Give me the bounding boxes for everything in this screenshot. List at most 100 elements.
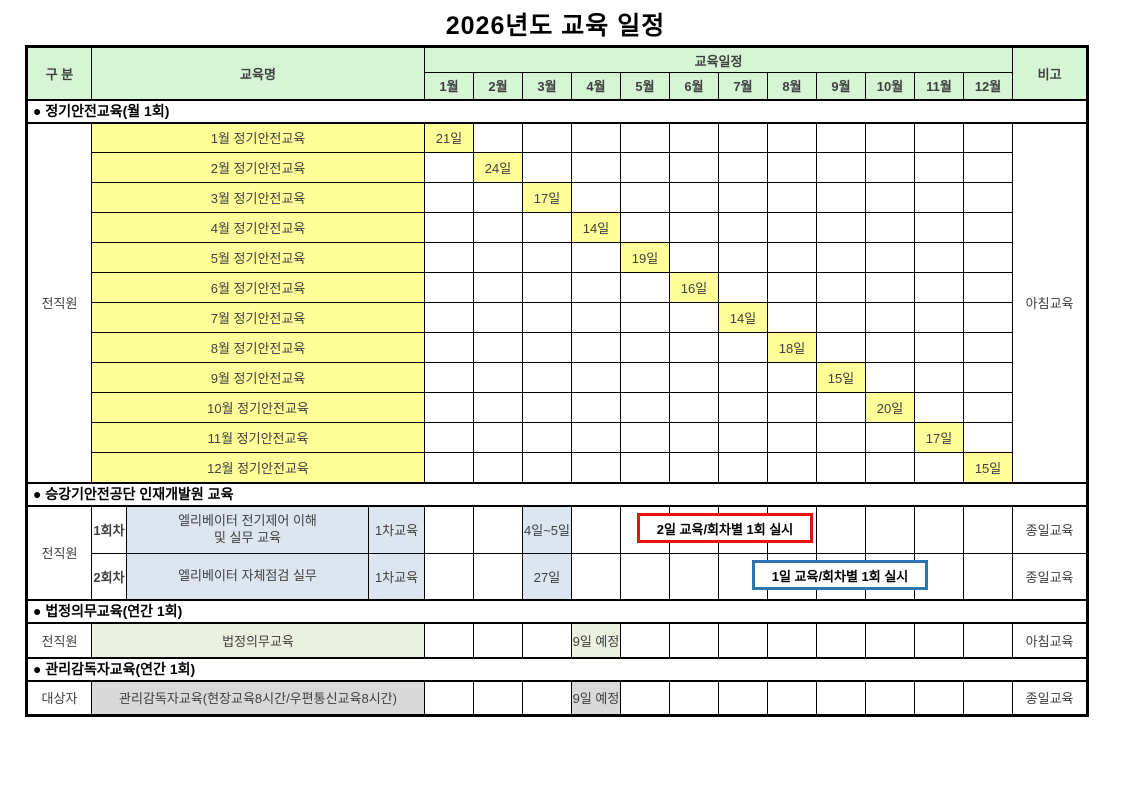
month-cell [718, 452, 768, 483]
month-cell [962, 362, 1014, 393]
month-cell [865, 302, 915, 333]
month-cell: 15일 [816, 362, 866, 393]
month-cell [620, 362, 670, 393]
month-cell [424, 452, 474, 483]
month-cell [914, 452, 964, 483]
month-cell: 17일 [522, 182, 572, 213]
month-cell [767, 272, 817, 303]
month-cell [522, 332, 572, 363]
month-cell [767, 152, 817, 183]
month-cell [962, 302, 1014, 333]
month-cell [473, 272, 523, 303]
section-title: ● 정기안전교육(월 1회) [25, 98, 1089, 124]
month-cell [767, 122, 817, 153]
month-cell [816, 422, 866, 453]
month-cell [424, 505, 474, 554]
month-cell [962, 680, 1014, 716]
month-cell: 24일 [473, 152, 523, 183]
month-header: 1월 [424, 72, 474, 101]
month-cell [424, 422, 474, 453]
month-cell [620, 152, 670, 183]
month-cell [620, 422, 670, 453]
remark-cell: 아침교육 [1012, 122, 1089, 483]
month-cell [669, 553, 719, 600]
month-cell [473, 422, 523, 453]
month-cell [522, 362, 572, 393]
course-name-cell: 관리감독자교육(현장교육8시간/우편통신교육8시간) [91, 680, 425, 716]
month-cell [914, 392, 964, 423]
month-cell [571, 302, 621, 333]
month-cell [962, 152, 1014, 183]
month-cell [718, 182, 768, 213]
month-cell [522, 272, 572, 303]
red-note-box: 2일 교육/회차별 1회 실시 [637, 513, 813, 543]
month-cell [914, 622, 964, 658]
month-cell [620, 122, 670, 153]
month-cell [571, 392, 621, 423]
remark-cell: 아침교육 [1012, 622, 1089, 658]
month-header: 12월 [962, 72, 1014, 101]
month-cell [816, 505, 866, 554]
month-cell [669, 392, 719, 423]
month-cell [571, 505, 621, 554]
month-cell [718, 622, 768, 658]
month-cell [865, 505, 915, 554]
month-cell [718, 392, 768, 423]
month-cell [424, 553, 474, 600]
month-cell [816, 122, 866, 153]
month-cell [669, 302, 719, 333]
month-cell [718, 332, 768, 363]
month-cell [914, 152, 964, 183]
month-cell [962, 122, 1014, 153]
month-cell [914, 212, 964, 243]
month-cell [424, 272, 474, 303]
month-cell [424, 212, 474, 243]
page-title: 2026년도 교육 일정 [445, 12, 666, 40]
month-cell [718, 242, 768, 273]
month-cell [914, 242, 964, 273]
month-cell [865, 152, 915, 183]
month-cell [816, 452, 866, 483]
month-header: 9월 [816, 72, 866, 101]
course-name-cell: 법정의무교육 [91, 622, 425, 658]
course-name-cell: 10월 정기안전교육 [91, 392, 425, 423]
month-cell [522, 212, 572, 243]
month-cell [473, 302, 523, 333]
month-cell [473, 122, 523, 153]
month-cell [473, 242, 523, 273]
month-cell [816, 272, 866, 303]
month-cell [865, 182, 915, 213]
month-cell [865, 332, 915, 363]
month-cell [620, 272, 670, 303]
month-cell [522, 302, 572, 333]
month-cell [424, 182, 474, 213]
month-cell [473, 392, 523, 423]
month-cell [522, 122, 572, 153]
month-cell [962, 422, 1014, 453]
month-header: 2월 [473, 72, 523, 101]
month-cell [962, 392, 1014, 423]
month-cell: 9일 예정 [571, 622, 621, 658]
month-cell [571, 122, 621, 153]
month-cell [816, 332, 866, 363]
month-cell [620, 302, 670, 333]
month-cell [767, 422, 817, 453]
month-cell [669, 242, 719, 273]
month-cell [669, 212, 719, 243]
header-course-name: 교육명 [91, 46, 425, 100]
month-cell [816, 212, 866, 243]
month-cell [424, 680, 474, 716]
month-header: 5월 [620, 72, 670, 101]
section-title: ● 승강기안전공단 인재개발원 교육 [25, 481, 1089, 507]
month-cell [962, 212, 1014, 243]
month-cell [962, 505, 1014, 554]
remark-cell: 종일교육 [1012, 505, 1089, 554]
course-name-cell: 12월 정기안전교육 [91, 452, 425, 483]
month-header: 8월 [767, 72, 817, 101]
month-cell [865, 622, 915, 658]
group-cell: 전직원 [26, 505, 92, 600]
month-cell [914, 272, 964, 303]
group-cell: 전직원 [26, 122, 92, 483]
month-cell [424, 152, 474, 183]
